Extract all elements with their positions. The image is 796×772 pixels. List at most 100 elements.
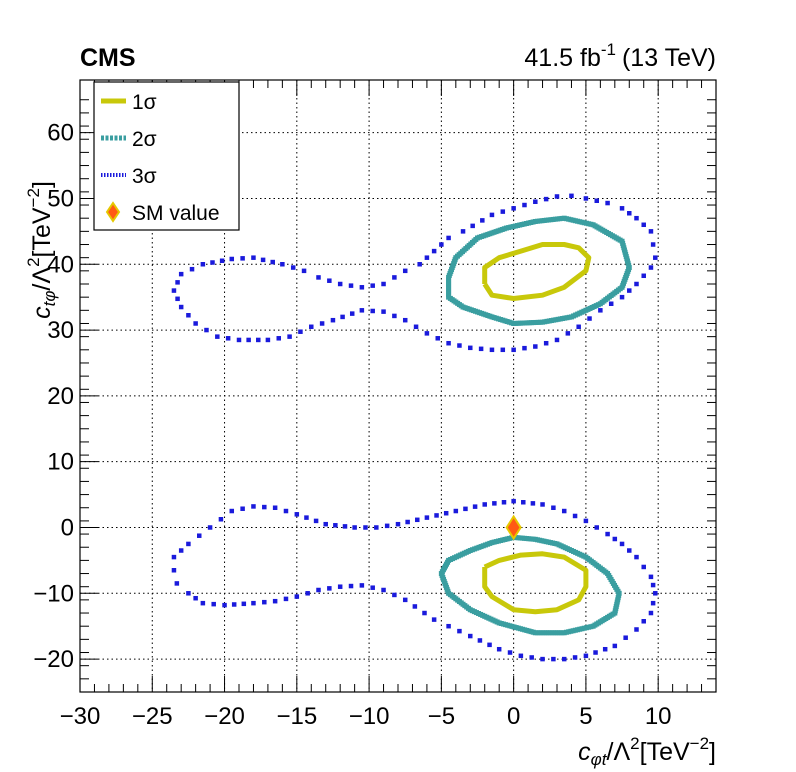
contour-3sigma-point — [262, 504, 267, 510]
luminosity-label: 41.5 fb-1 (13 TeV) — [524, 40, 716, 72]
contour-3sigma-point — [395, 521, 401, 527]
y-tick-label: 30 — [47, 317, 74, 344]
x-tick-label: −20 — [204, 703, 245, 730]
contour-3sigma-point — [446, 235, 451, 241]
contour-3sigma-point — [178, 548, 184, 553]
contour-3sigma-point — [480, 218, 485, 223]
contour-3sigma-point — [598, 308, 603, 313]
contour-3sigma-point — [470, 223, 475, 229]
contour-3sigma-point — [507, 650, 513, 655]
contour-3sigma-point — [309, 324, 314, 330]
contour-3sigma-point — [540, 656, 545, 662]
contour-3sigma-point — [370, 308, 375, 314]
contour-3sigma-point — [236, 337, 242, 343]
contour-3sigma-point — [554, 194, 560, 199]
contour-3sigma-point — [186, 313, 191, 318]
y-tick-label: −20 — [33, 646, 74, 673]
contour-3sigma-point — [653, 591, 658, 596]
contour-3sigma-point — [530, 501, 536, 506]
contour-3sigma-point — [171, 554, 177, 560]
contour-3sigma-point — [608, 301, 614, 306]
contour-3sigma-point — [359, 308, 365, 313]
contour-3sigma-point — [583, 653, 589, 659]
contour-3sigma-point — [478, 346, 484, 352]
contour-3sigma-point — [294, 594, 300, 599]
experiment-label: CMS — [80, 44, 136, 72]
contour-3sigma-point — [251, 255, 256, 260]
contour-3sigma-point — [468, 345, 473, 351]
contour-3sigma-point — [352, 525, 357, 530]
contour-3sigma-point — [193, 321, 198, 326]
contour-3sigma-point — [316, 275, 321, 280]
contour-3sigma-point — [650, 582, 656, 588]
contour-3sigma-point — [612, 643, 618, 649]
contour-3sigma-point — [641, 564, 646, 570]
contour-3sigma-point — [262, 599, 267, 605]
contour-2sigma — [438, 215, 632, 636]
energy-label: (13 TeV) — [622, 44, 716, 72]
contour-3sigma-point — [381, 281, 386, 287]
contour-3sigma-point — [222, 602, 227, 608]
contour-3sigma-point — [511, 347, 516, 353]
contour-3sigma-point — [500, 209, 506, 214]
legend-label: 1σ — [132, 91, 157, 114]
contour-3sigma-point — [207, 525, 213, 530]
contour-3sigma-point — [294, 512, 300, 517]
contour-3sigma-point — [583, 518, 589, 524]
contour-1sigma-lower — [482, 551, 589, 615]
contour-3sigma-point — [381, 587, 386, 593]
contour-2sigma-point — [446, 282, 452, 288]
contour-3sigma-point — [551, 656, 556, 662]
contour-3sigma-point — [204, 327, 209, 333]
contour-3sigma-point — [415, 517, 420, 523]
contour-3sigma-point — [634, 215, 639, 221]
x-tick-label: −10 — [349, 703, 390, 730]
contour-3sigma-point — [492, 501, 497, 506]
contour-3sigma-point — [251, 504, 256, 509]
contour-3sigma-point — [337, 281, 343, 287]
contour-3sigma-point — [260, 257, 266, 263]
contour-3sigma-point — [472, 504, 478, 509]
contour-3sigma-point — [330, 317, 336, 323]
contour-3sigma-point — [627, 548, 632, 553]
contour-3sigma-point — [370, 283, 375, 288]
contour-3sigma-point — [572, 513, 578, 519]
contour-3sigma-point — [171, 568, 177, 573]
contour-3sigma-point — [422, 610, 427, 616]
y-tick-label: 20 — [47, 383, 74, 410]
contour-3sigma-point — [424, 331, 430, 336]
contour-3sigma-point — [392, 313, 397, 319]
legend-label: SM value — [132, 202, 220, 225]
contour-3sigma-point — [554, 337, 560, 343]
lumi-value: 41.5 fb — [524, 44, 600, 72]
contour-3sigma-point — [619, 541, 625, 547]
contour-3sigma-point — [305, 591, 310, 596]
contour-3sigma-point — [186, 591, 191, 596]
contour-3sigma-point — [431, 617, 437, 622]
xlabel-end: ] — [709, 738, 716, 766]
contour-3sigma-point — [175, 296, 180, 302]
contour-3sigma-point — [359, 285, 365, 290]
contour-3sigma-point — [270, 259, 275, 265]
contour-3sigma-point — [605, 531, 610, 537]
contour-1sigma-upper — [482, 242, 592, 301]
contour-3sigma-point — [561, 656, 567, 662]
contour-3sigma-point — [501, 500, 507, 505]
contour-3sigma-point — [240, 256, 245, 261]
y-tick-label: −10 — [33, 580, 74, 607]
svg-text:ctφ/Λ2[TeV−2]: ctφ/Λ2[TeV−2] — [24, 181, 59, 319]
contour-3sigma-point — [593, 650, 598, 655]
contour-3sigma-point — [619, 294, 625, 300]
contour-3sigma-point — [392, 592, 397, 598]
contour-3sigma-point — [327, 278, 332, 283]
contour-3sigma-point — [460, 229, 466, 234]
contour-3sigma-point — [412, 604, 418, 609]
contour-3sigma-point — [612, 536, 618, 542]
contour-3sigma-point — [648, 574, 654, 580]
legend-label: 3σ — [132, 165, 157, 188]
x-tick-label: 0 — [507, 703, 520, 730]
contour-3sigma-point — [457, 628, 462, 634]
contour-3sigma-point — [487, 642, 492, 648]
contour-3sigma-point — [511, 498, 516, 504]
contour-3sigma-point — [496, 646, 502, 652]
